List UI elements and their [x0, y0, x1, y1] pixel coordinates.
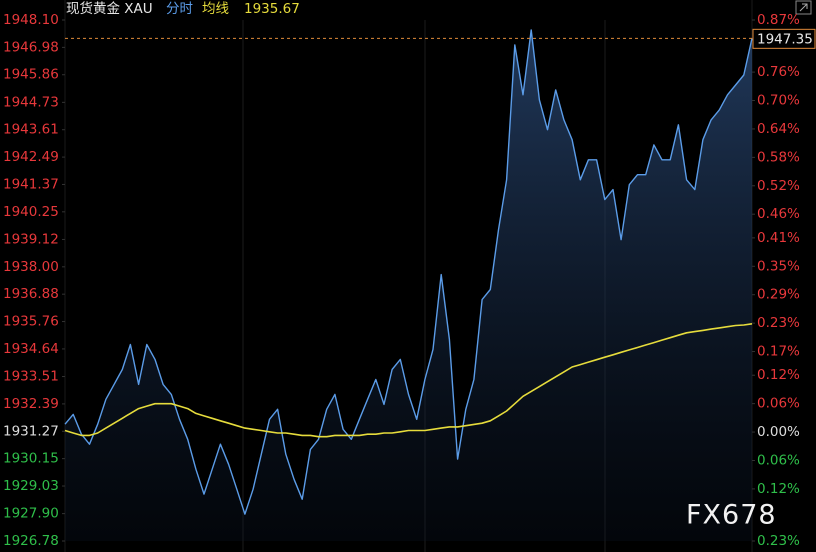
average-value: 1935.67: [244, 1, 300, 17]
y2-tick-label: 0.23%: [757, 315, 800, 331]
legend-entry: 均线: [202, 1, 229, 17]
y-tick-label: 1936.88: [3, 286, 59, 302]
y2-tick-label: 0.64%: [757, 121, 800, 137]
y2-tick-label: 0.87%: [757, 12, 800, 28]
y-tick-label: 1939.12: [3, 231, 59, 247]
watermark: FX678: [686, 500, 777, 531]
y2-tick-label: 0.29%: [757, 287, 800, 303]
y2-tick-label: 0.06%: [757, 452, 800, 468]
y-tick-label: 1941.37: [3, 176, 59, 192]
y-tick-label: 1935.76: [3, 314, 59, 330]
y-tick-label: 1930.15: [3, 451, 59, 467]
y-tick-label: 1927.90: [3, 506, 59, 522]
price-area: [65, 30, 752, 541]
y2-tick-label: 0.00%: [757, 424, 800, 440]
chart-title: 现货黄金 XAU: [66, 0, 153, 17]
price-line: [64, 29, 753, 515]
y2-tick-label: 0.17%: [757, 344, 800, 360]
average-line: [64, 323, 753, 438]
y-tick-label: 1940.25: [3, 204, 59, 220]
y-tick-label: 1929.03: [3, 478, 59, 494]
y-tick-label: 1938.00: [3, 259, 59, 275]
expand-icon[interactable]: [795, 0, 812, 15]
y2-tick-label: 0.06%: [757, 396, 800, 412]
y-tick-label: 1934.64: [3, 341, 59, 357]
y2-tick-label: 0.12%: [757, 481, 800, 497]
y-tick-label: 1942.49: [3, 149, 59, 165]
y-tick-label: 1948.10: [3, 12, 59, 28]
y-tick-label: 1931.27: [3, 423, 59, 439]
y2-tick-label: 0.52%: [757, 178, 800, 194]
y-tick-label: 1946.98: [3, 39, 59, 55]
y2-tick-label: 0.58%: [757, 149, 800, 165]
y2-tick-label: 0.12%: [757, 367, 800, 383]
y2-tick-label: 0.41%: [757, 230, 800, 246]
last-price-label: 1947.35: [757, 31, 813, 47]
y2-tick-label: 0.76%: [757, 64, 800, 80]
y2-tick-label: 0.46%: [757, 206, 800, 222]
y-tick-label: 1926.78: [3, 533, 59, 549]
y-tick-label: 1943.61: [3, 122, 59, 138]
expand-arrow: [799, 3, 808, 12]
last-price-box: [752, 28, 816, 49]
y2-tick-label: 0.35%: [757, 258, 800, 274]
y2-tick-label: 0.23%: [757, 533, 800, 549]
y-tick-label: 1945.86: [3, 67, 59, 83]
y-tick-label: 1944.73: [3, 94, 59, 110]
y-tick-label: 1932.39: [3, 396, 59, 412]
legend-entry: 分时: [166, 1, 193, 17]
y-tick-label: 1933.51: [3, 369, 59, 385]
y2-tick-label: 0.70%: [757, 93, 800, 109]
